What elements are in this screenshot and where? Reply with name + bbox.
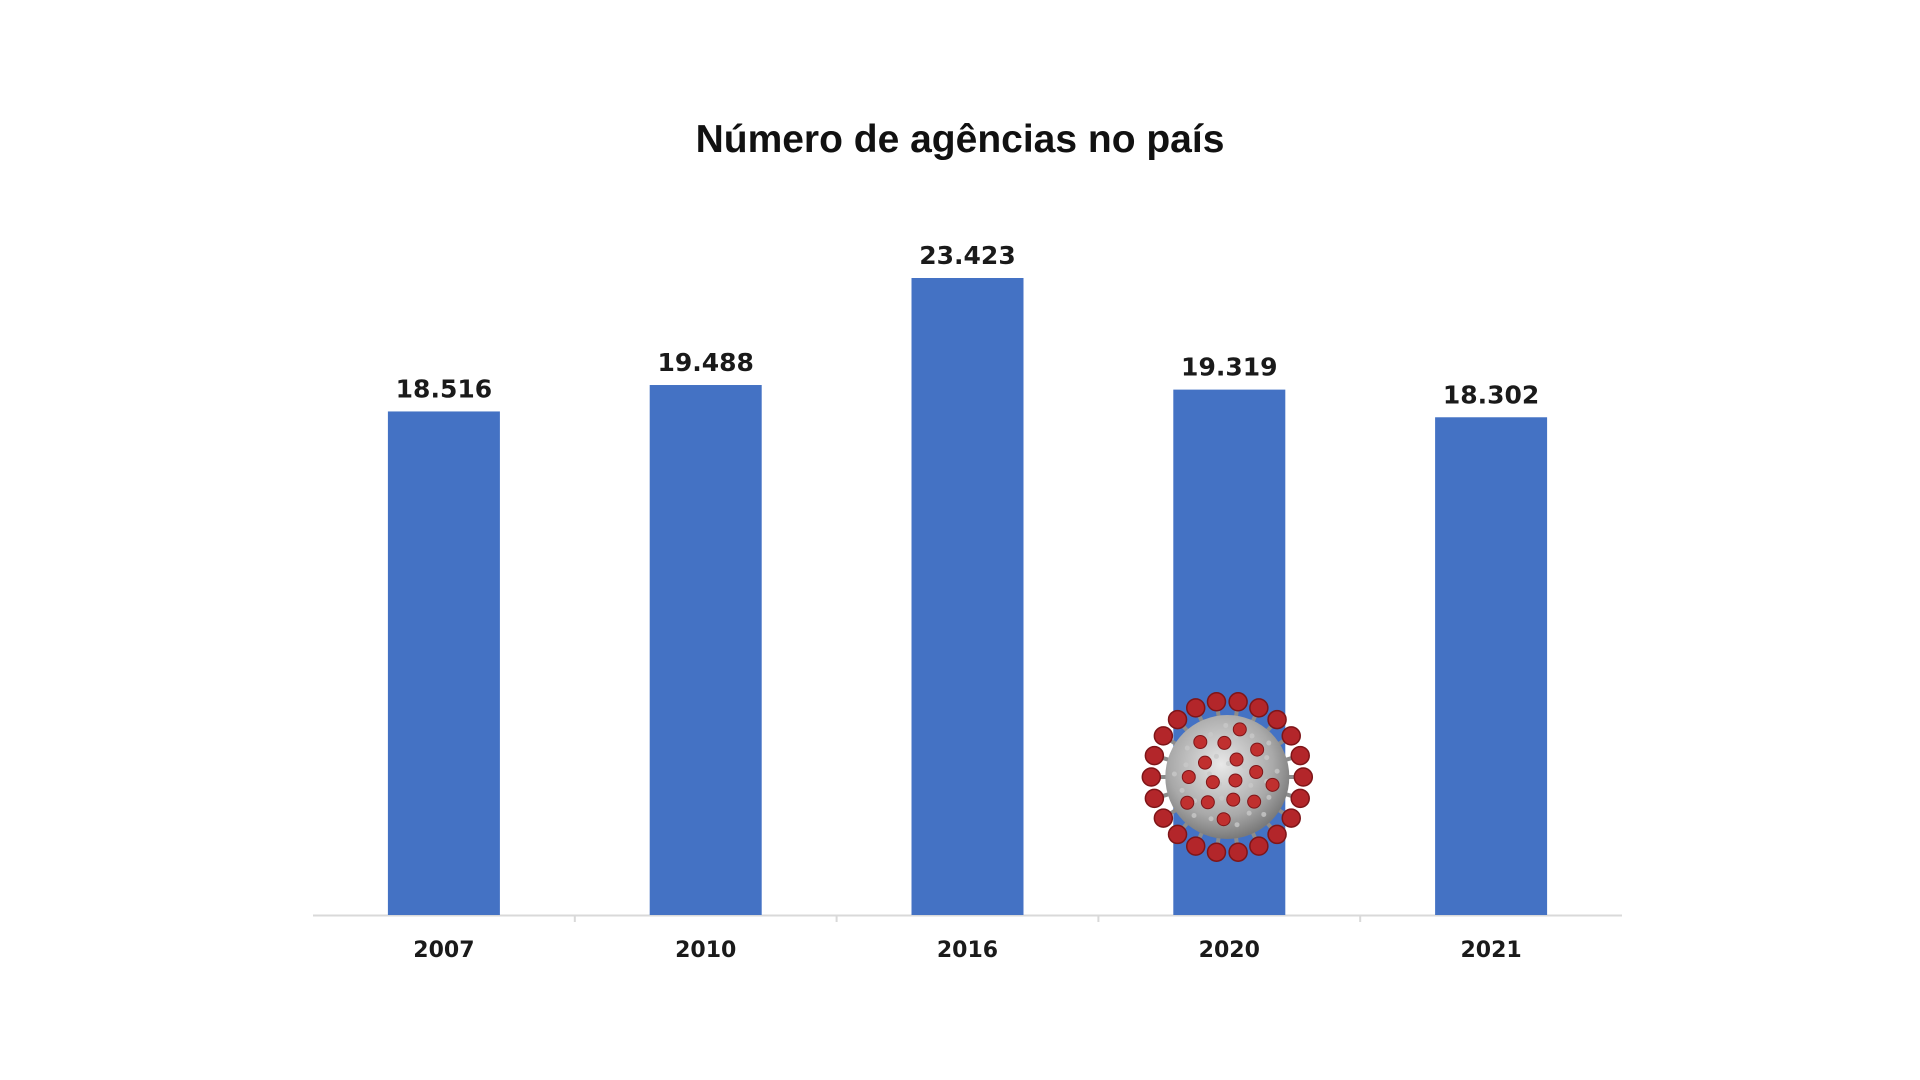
x-tick-label-2021: 2021 [1460,938,1521,963]
bar-2016 [911,278,1024,915]
bar-2007 [387,411,500,915]
data-label-2010: 19.488 [657,348,753,377]
x-tick-label-2010: 2010 [675,938,736,963]
x-tick-label-2016: 2016 [937,938,998,963]
coronavirus-icon [1141,692,1314,862]
x-tick-label-2007: 2007 [413,938,474,963]
bar-2021 [1435,417,1548,915]
data-label-2020: 19.319 [1181,353,1277,382]
data-label-2007: 18.516 [396,374,492,403]
data-label-2021: 18.302 [1443,380,1539,409]
chart-title: Número de agências no país [695,118,1225,161]
x-tick-label-2020: 2020 [1199,938,1260,963]
bar-2010 [649,385,762,915]
data-label-2016: 23.423 [919,241,1015,270]
